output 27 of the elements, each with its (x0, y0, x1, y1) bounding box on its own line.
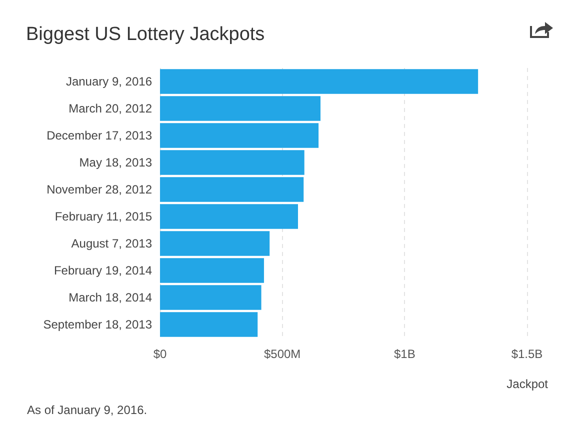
bar (160, 123, 319, 148)
bar (160, 285, 262, 310)
bar (160, 231, 270, 256)
x-tick-label: $0 (153, 347, 167, 361)
x-axis-title: Jackpot (506, 377, 549, 391)
bar (160, 258, 264, 283)
y-tick-label: February 19, 2014 (54, 264, 152, 278)
chart-title: Biggest US Lottery Jackpots (26, 24, 265, 45)
bar (160, 96, 320, 121)
y-tick-label: February 11, 2015 (54, 210, 152, 224)
y-tick-label: August 7, 2013 (71, 236, 152, 250)
y-tick-label: March 18, 2014 (68, 290, 152, 304)
y-tick-label: November 28, 2012 (46, 182, 152, 196)
x-tick-label: $1B (394, 347, 416, 361)
x-tick-label: $500M (264, 347, 301, 361)
bar (160, 204, 298, 229)
y-tick-label: December 17, 2013 (46, 128, 152, 142)
text: As of January 9, 2016. (27, 403, 148, 417)
bar (160, 312, 258, 337)
y-tick-label: September 18, 2013 (43, 318, 152, 332)
y-tick-label: January 9, 2016 (66, 74, 152, 88)
bar (160, 69, 478, 94)
x-tick-label: $1.5B (511, 347, 543, 361)
y-tick-label: May 18, 2013 (79, 156, 152, 170)
y-tick-label: March 20, 2012 (68, 102, 152, 116)
bar (160, 150, 304, 175)
bar (160, 177, 304, 202)
